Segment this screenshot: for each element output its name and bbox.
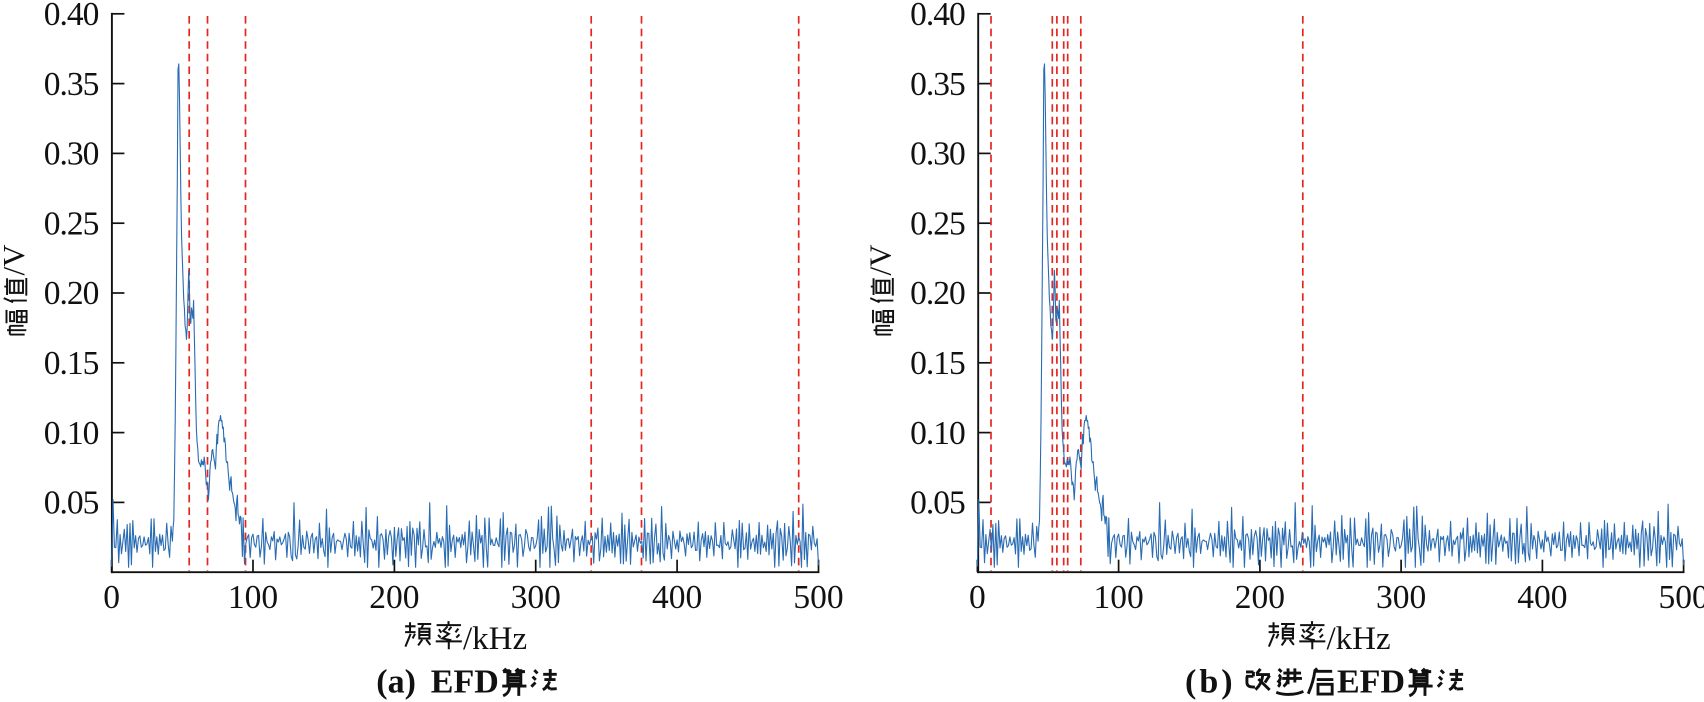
svg-text:0.20: 0.20 (910, 275, 965, 312)
svg-text:0.35: 0.35 (44, 66, 99, 103)
svg-text:0.10: 0.10 (910, 415, 965, 452)
svg-text:EFD: EFD (431, 664, 499, 701)
svg-text:0.20: 0.20 (44, 275, 99, 312)
svg-text:0.35: 0.35 (910, 66, 965, 103)
svg-text:0.15: 0.15 (44, 345, 99, 382)
svg-text:(a): (a) (376, 664, 416, 701)
svg-text:0.40: 0.40 (910, 0, 965, 33)
svg-text:200: 200 (369, 579, 419, 616)
svg-text:100: 100 (228, 579, 278, 616)
svg-text:/kHz: /kHz (463, 621, 527, 657)
svg-text:400: 400 (652, 579, 702, 616)
svg-text:0.30: 0.30 (910, 136, 965, 173)
svg-text:/V: /V (0, 244, 31, 276)
svg-text:EFD: EFD (1337, 664, 1405, 701)
svg-text:0: 0 (103, 579, 120, 616)
svg-text:0.30: 0.30 (44, 136, 99, 173)
svg-text:/kHz: /kHz (1327, 621, 1391, 657)
svg-text:0.25: 0.25 (910, 205, 965, 242)
svg-text:0.10: 0.10 (44, 415, 99, 452)
svg-text:500: 500 (1658, 579, 1704, 616)
svg-text:0.05: 0.05 (910, 485, 965, 522)
svg-text:0: 0 (969, 579, 986, 616)
svg-text:0.25: 0.25 (44, 205, 99, 242)
svg-text:0.05: 0.05 (44, 485, 99, 522)
svg-text:500: 500 (793, 579, 843, 616)
svg-text:0.40: 0.40 (44, 0, 99, 33)
svg-text:200: 200 (1235, 579, 1285, 616)
svg-text:300: 300 (1376, 579, 1426, 616)
svg-text:400: 400 (1517, 579, 1567, 616)
svg-text:0.15: 0.15 (910, 345, 965, 382)
svg-text:/V: /V (863, 244, 898, 276)
svg-text:300: 300 (511, 579, 561, 616)
svg-text:100: 100 (1093, 579, 1143, 616)
svg-text:(b): (b) (1185, 664, 1236, 701)
